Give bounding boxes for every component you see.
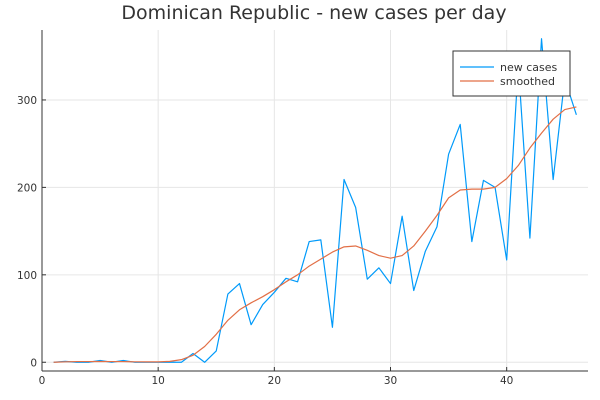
legend-label-smoothed: smoothed — [500, 75, 555, 88]
series-layer — [53, 38, 577, 363]
legend-label-new-cases: new cases — [500, 61, 558, 74]
y-tick-label: 0 — [30, 357, 37, 369]
y-tick-label: 200 — [17, 182, 37, 194]
legend: new cases smoothed — [452, 50, 571, 97]
x-tick-label: 20 — [268, 375, 281, 387]
x-tick-label: 40 — [500, 375, 513, 387]
series-line-smoothed — [53, 106, 577, 363]
legend-box — [452, 50, 571, 97]
x-tick-label: 10 — [151, 375, 164, 387]
x-tick-label: 30 — [384, 375, 397, 387]
ticks: 0 10 20 30 40 0 100 200 300 — [17, 95, 513, 387]
y-tick-label: 300 — [17, 95, 37, 107]
chart-title: Dominican Republic - new cases per day — [121, 2, 506, 24]
y-tick-label: 100 — [17, 270, 37, 282]
x-tick-label: 0 — [39, 375, 46, 387]
